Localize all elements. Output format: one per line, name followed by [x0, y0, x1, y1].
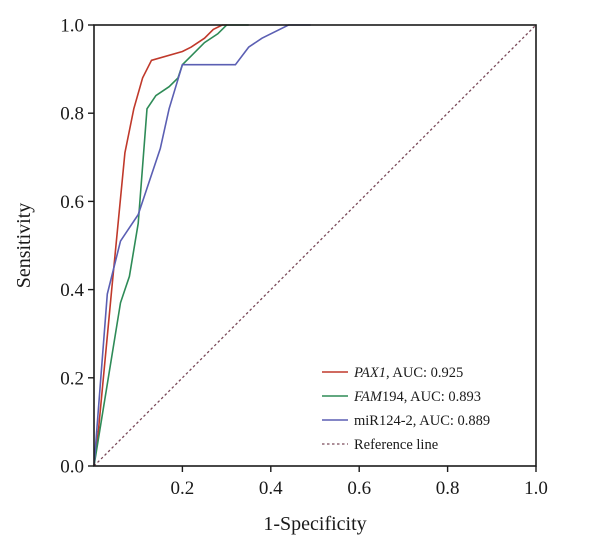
- legend-label-0: PAX1, AUC: 0.925: [353, 365, 463, 381]
- y-tick-label: 0.8: [60, 104, 84, 125]
- plot-frame: [93, 24, 537, 467]
- plot-layer: [93, 24, 537, 467]
- x-axis-label: 1-Specificity: [263, 513, 366, 535]
- series-line-2: [93, 24, 311, 467]
- legend-name: PAX1: [353, 365, 386, 381]
- legend-label-2: miR124-2, AUC: 0.889: [354, 413, 490, 429]
- y-tick-label: 0.4: [60, 280, 84, 301]
- axis-layer: 0.0 0.2 0.4 0.6 0.8 1.0 0.2 0.4 0.6 0.8 1.0: [60, 16, 548, 500]
- y-tick-label: 0.0: [60, 457, 84, 478]
- legend-name: Reference line: [354, 437, 438, 453]
- y-tick-label: 0.2: [60, 368, 84, 389]
- legend-name-rest: , AUC: 0.925: [386, 365, 463, 381]
- y-axis-label: Sensitivity: [13, 203, 35, 289]
- series-line-0: [93, 24, 227, 467]
- x-tick-label: 0.2: [171, 478, 195, 499]
- legend-name-rest: 194, AUC: 0.893: [382, 389, 481, 405]
- series-line-3: [93, 24, 537, 467]
- x-tick-label: 1.0: [524, 478, 548, 499]
- legend-name: miR124-2, AUC: 0.889: [354, 413, 490, 429]
- series-line-1: [93, 24, 249, 467]
- x-tick-label: 0.6: [347, 478, 371, 499]
- legend-name: FAM: [353, 389, 383, 405]
- y-tick-label: 1.0: [60, 16, 84, 37]
- x-tick-label: 0.4: [259, 478, 283, 499]
- x-tick-label: 0.8: [436, 478, 460, 499]
- y-tick-label: 0.6: [60, 192, 84, 213]
- legend-label-3: Reference line: [354, 437, 438, 453]
- legend-label-1: FAM194, AUC: 0.893: [353, 389, 481, 405]
